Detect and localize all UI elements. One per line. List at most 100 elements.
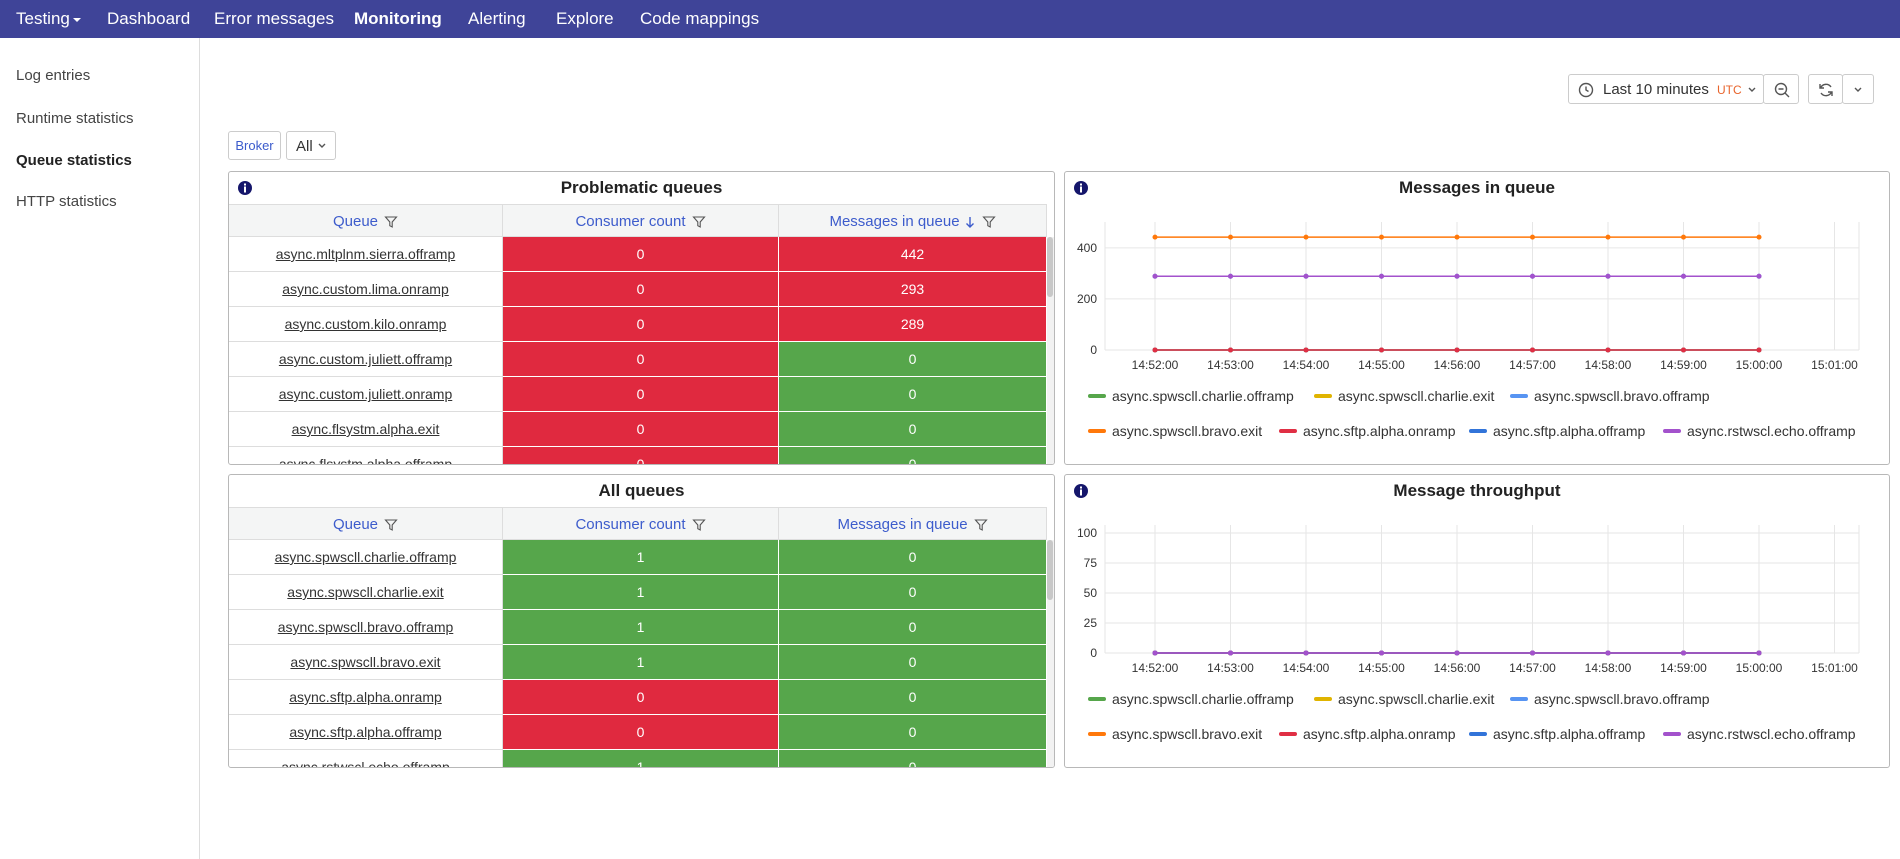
queue-name[interactable]: async.spwscll.bravo.offramp bbox=[229, 610, 503, 645]
column-title: Messages in queue bbox=[837, 516, 968, 533]
data-point bbox=[1605, 650, 1611, 656]
nav-item[interactable]: Dashboard bbox=[107, 9, 191, 28]
data-point bbox=[1303, 650, 1309, 656]
data-point bbox=[1303, 650, 1309, 656]
data-point bbox=[1303, 650, 1309, 656]
sidebar-item[interactable]: HTTP statistics bbox=[16, 193, 117, 210]
data-point bbox=[1152, 650, 1158, 656]
column-header[interactable]: Queue bbox=[229, 507, 503, 540]
nav-item[interactable]: Code mappings bbox=[640, 9, 760, 28]
data-point bbox=[1681, 650, 1686, 656]
column-header[interactable]: Queue bbox=[229, 204, 503, 237]
queue-name[interactable]: async.custom.juliett.onramp bbox=[229, 377, 503, 412]
table-cell: 0 bbox=[779, 377, 1047, 412]
time-picker[interactable]: Last 10 minutes UTC bbox=[1568, 74, 1764, 104]
sidebar-item[interactable]: Log entries bbox=[16, 67, 91, 84]
data-point bbox=[1228, 347, 1233, 353]
queue-name[interactable]: async.spwscll.charlie.exit bbox=[229, 575, 503, 610]
data-point bbox=[1228, 347, 1233, 353]
funnel bbox=[981, 216, 996, 228]
column-header[interactable]: Messages in queue bbox=[779, 204, 1047, 237]
data-point bbox=[1152, 273, 1158, 279]
nav-item[interactable]: Testing bbox=[16, 0, 81, 38]
data-point bbox=[1303, 234, 1309, 240]
funnel bbox=[691, 216, 706, 228]
time-range: Last 10 minutes bbox=[1603, 81, 1709, 98]
sidebar-item[interactable]: Queue statistics bbox=[16, 152, 132, 169]
chart-panel: Message throughput 0 25 50 75 100 14:52:00 14:5… bbox=[1064, 474, 1890, 768]
queue-name[interactable]: async.sftp.alpha.onramp bbox=[229, 680, 503, 715]
nav-item[interactable]: Error messages bbox=[214, 9, 334, 28]
x-tick-label: 14:59:00 bbox=[1660, 358, 1707, 372]
data-point bbox=[1152, 650, 1158, 656]
nav-item[interactable]: Monitoring bbox=[354, 9, 442, 28]
data-point bbox=[1530, 650, 1535, 656]
data-point bbox=[1454, 347, 1460, 353]
x-tick-label: 14:59:00 bbox=[1660, 661, 1707, 675]
data-point bbox=[1756, 347, 1762, 353]
sort-icon bbox=[965, 217, 974, 229]
data-point bbox=[1756, 347, 1762, 353]
chevron-icon bbox=[1854, 87, 1862, 92]
refresh-options-button[interactable] bbox=[1842, 74, 1874, 104]
data-point bbox=[1379, 273, 1384, 279]
x-tick-label: 15:00:00 bbox=[1736, 661, 1783, 675]
x-tick-label: 14:56:00 bbox=[1434, 358, 1481, 372]
nav-item[interactable]: Explore bbox=[556, 9, 614, 28]
queue-name[interactable]: async.mltplnm.sierra.offramp bbox=[229, 237, 503, 272]
queue-name[interactable]: async.flsystm.alpha.offramp bbox=[229, 447, 503, 464]
x-tick-label: 14:54:00 bbox=[1283, 358, 1330, 372]
data-point bbox=[1454, 650, 1460, 656]
x-tick-label: 14:54:00 bbox=[1283, 661, 1330, 675]
queue-name[interactable]: async.flsystm.alpha.exit bbox=[229, 412, 503, 447]
data-point bbox=[1228, 650, 1233, 656]
queue-name[interactable]: async.custom.juliett.offramp bbox=[229, 342, 503, 377]
data-point bbox=[1681, 650, 1686, 656]
data-point bbox=[1152, 650, 1158, 656]
filter-select[interactable]: All bbox=[286, 131, 336, 160]
filter-icon bbox=[384, 216, 398, 228]
data-point bbox=[1681, 347, 1686, 353]
table-cell: 0 bbox=[779, 750, 1047, 767]
table-panel: All queues Queue Consumer count Messages in… bbox=[228, 474, 1055, 768]
data-point bbox=[1379, 650, 1384, 656]
data-point bbox=[1228, 234, 1233, 240]
zoom-out-button[interactable] bbox=[1763, 74, 1799, 104]
queue-name[interactable]: async.spwscll.bravo.exit bbox=[229, 645, 503, 680]
data-point bbox=[1605, 273, 1611, 279]
refresh-button[interactable] bbox=[1808, 74, 1843, 104]
data-point bbox=[1454, 234, 1460, 240]
data-point bbox=[1152, 347, 1158, 353]
table-cell: 1 bbox=[503, 645, 779, 680]
column-header[interactable]: Consumer count bbox=[503, 204, 779, 237]
table-cell: 0 bbox=[503, 237, 779, 272]
data-point bbox=[1681, 347, 1686, 353]
column-header[interactable]: Messages in queue bbox=[779, 507, 1047, 540]
timezone: UTC bbox=[1717, 83, 1742, 97]
x-tick-label: 14:52:00 bbox=[1132, 661, 1179, 675]
data-point bbox=[1152, 347, 1158, 353]
legend-label: async.spwscll.bravo.offramp bbox=[1534, 691, 1710, 707]
data-point bbox=[1605, 650, 1611, 656]
sidebar-item[interactable]: Runtime statistics bbox=[16, 110, 134, 127]
data-point bbox=[1379, 347, 1384, 353]
scrollbar-thumb bbox=[1047, 237, 1053, 297]
table-cell: 289 bbox=[779, 307, 1047, 342]
column-title: Consumer count bbox=[575, 516, 686, 533]
queue-name[interactable]: async.sftp.alpha.offramp bbox=[229, 715, 503, 750]
nav-item[interactable]: Alerting bbox=[468, 9, 526, 28]
queue-name[interactable]: async.rstwscl.echo.offramp bbox=[229, 750, 503, 767]
data-point bbox=[1152, 650, 1158, 656]
data-point bbox=[1530, 650, 1535, 656]
column-header[interactable]: Consumer count bbox=[503, 507, 779, 540]
queue-name[interactable]: async.custom.kilo.onramp bbox=[229, 307, 503, 342]
data-point bbox=[1152, 273, 1158, 279]
queue-name[interactable]: async.custom.lima.onramp bbox=[229, 272, 503, 307]
queue-name[interactable]: async.spwscll.charlie.offramp bbox=[229, 540, 503, 575]
data-point bbox=[1530, 347, 1535, 353]
data-point bbox=[1454, 650, 1460, 656]
zoom-icon bbox=[1774, 82, 1790, 98]
data-point bbox=[1530, 650, 1535, 656]
data-point bbox=[1228, 650, 1233, 656]
